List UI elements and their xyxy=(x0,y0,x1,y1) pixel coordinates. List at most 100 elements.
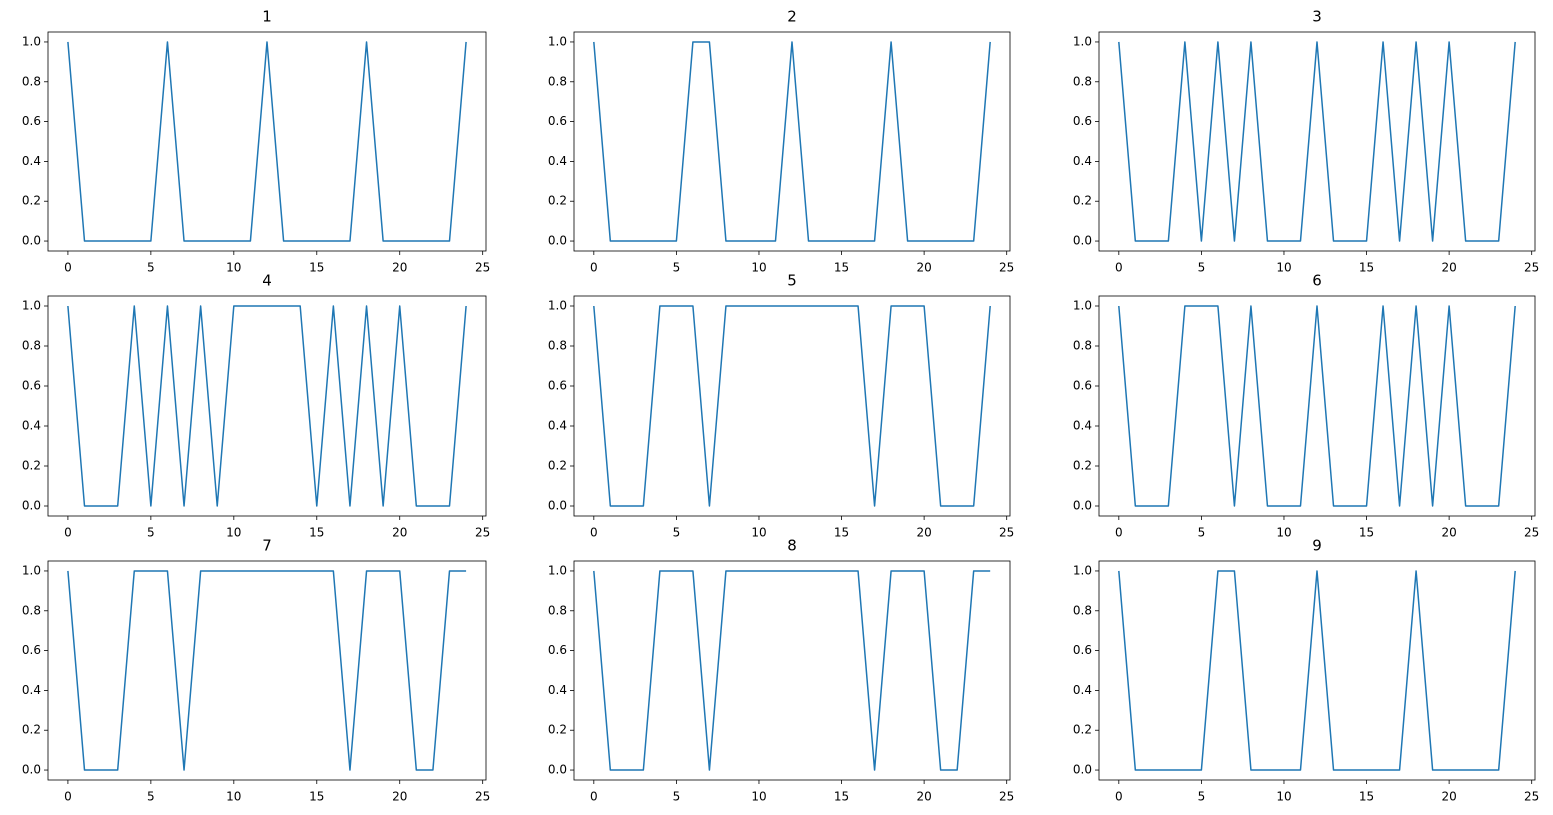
x-tick-label: 0 xyxy=(64,261,72,275)
y-tick-label: 1.0 xyxy=(1073,34,1092,48)
axes-frame xyxy=(47,295,487,517)
title: 3 xyxy=(1312,8,1322,26)
y-tick-label: 0.6 xyxy=(548,379,567,393)
line xyxy=(593,305,991,507)
x-tick-label: 15 xyxy=(309,261,324,275)
y-tick-label: 0.0 xyxy=(548,234,567,248)
x-tick-label: 15 xyxy=(309,526,324,540)
y-tick-label: 0.6 xyxy=(1073,379,1092,393)
y-tick-label: 0.2 xyxy=(1073,723,1092,737)
x-tick-label: 10 xyxy=(751,261,766,275)
title: 4 xyxy=(262,272,272,290)
y-tick-label: 1.0 xyxy=(548,34,567,48)
x-tick-label: 15 xyxy=(309,790,324,804)
axes-frame xyxy=(47,31,487,252)
y-tick-label: 0.2 xyxy=(548,459,567,473)
y-tick-label: 0.4 xyxy=(22,419,41,433)
x-tick-label: 0 xyxy=(64,790,72,804)
y-tick-label: 1.0 xyxy=(1073,299,1092,313)
x-tick-label: 10 xyxy=(1276,526,1291,540)
line xyxy=(1118,41,1516,242)
title: 8 xyxy=(787,537,797,555)
y-tick-label: 1.0 xyxy=(548,299,567,313)
x-tick-label: 25 xyxy=(1524,526,1539,540)
x-tick-label: 0 xyxy=(1115,526,1123,540)
x-tick-label: 20 xyxy=(1441,790,1456,804)
line xyxy=(67,41,467,242)
x-tick-label: 0 xyxy=(1115,261,1123,275)
title: 9 xyxy=(1312,537,1322,555)
y-tick-label: 0.6 xyxy=(22,643,41,657)
x-tick-label: 25 xyxy=(999,790,1014,804)
y-tick-label: 0.0 xyxy=(548,499,567,513)
x-tick-label: 10 xyxy=(226,526,241,540)
y-tick-label: 0.2 xyxy=(22,459,41,473)
line xyxy=(1118,305,1516,507)
y-tick-label: 0.8 xyxy=(22,603,41,617)
y-tick-label: 0.4 xyxy=(1073,683,1092,697)
x-tick-label: 15 xyxy=(834,790,849,804)
axes-frame xyxy=(47,560,487,781)
x-tick-label: 15 xyxy=(1359,526,1374,540)
y-tick-label: 0.6 xyxy=(1073,643,1092,657)
x-tick-label: 5 xyxy=(1198,261,1206,275)
x-tick-label: 25 xyxy=(999,526,1014,540)
x-tick-label: 0 xyxy=(590,526,598,540)
x-tick-label: 5 xyxy=(673,790,681,804)
x-tick-label: 25 xyxy=(475,261,490,275)
y-tick-label: 0.4 xyxy=(22,154,41,168)
x-tick-label: 5 xyxy=(147,790,155,804)
y-tick-label: 0.2 xyxy=(22,194,41,208)
x-tick-label: 25 xyxy=(1524,261,1539,275)
title: 6 xyxy=(1312,272,1322,290)
x-tick-label: 15 xyxy=(1359,790,1374,804)
y-tick-label: 1.0 xyxy=(548,563,567,577)
x-tick-label: 25 xyxy=(1524,790,1539,804)
y-tick-label: 0.6 xyxy=(548,643,567,657)
y-tick-label: 0.0 xyxy=(548,763,567,777)
y-tick-label: 0.0 xyxy=(22,763,41,777)
y-tick-label: 0.8 xyxy=(1073,339,1092,353)
x-tick-label: 10 xyxy=(226,261,241,275)
x-tick-label: 25 xyxy=(475,526,490,540)
x-tick-label: 5 xyxy=(673,261,681,275)
x-tick-label: 5 xyxy=(1198,790,1206,804)
y-tick-label: 0.8 xyxy=(22,74,41,88)
axes-frame xyxy=(573,31,1011,252)
x-tick-label: 0 xyxy=(590,790,598,804)
x-tick-label: 5 xyxy=(147,526,155,540)
x-tick-label: 25 xyxy=(475,790,490,804)
y-tick-label: 0.0 xyxy=(1073,499,1092,513)
y-tick-label: 0.8 xyxy=(1073,74,1092,88)
y-tick-label: 0.4 xyxy=(548,683,567,697)
x-tick-label: 20 xyxy=(916,261,931,275)
y-tick-label: 0.8 xyxy=(548,74,567,88)
title: 7 xyxy=(262,537,272,555)
x-tick-label: 20 xyxy=(916,526,931,540)
axes-frame xyxy=(1098,295,1536,517)
y-tick-label: 0.6 xyxy=(1073,114,1092,128)
y-tick-label: 0.2 xyxy=(1073,194,1092,208)
y-tick-label: 0.4 xyxy=(1073,154,1092,168)
line xyxy=(67,570,467,771)
y-tick-label: 0.8 xyxy=(1073,603,1092,617)
y-tick-label: 0.2 xyxy=(548,194,567,208)
x-tick-label: 10 xyxy=(751,526,766,540)
x-tick-label: 15 xyxy=(1359,261,1374,275)
axes-frame xyxy=(573,295,1011,517)
x-tick-label: 0 xyxy=(590,261,598,275)
x-tick-label: 10 xyxy=(1276,790,1291,804)
x-tick-label: 20 xyxy=(916,790,931,804)
line xyxy=(1118,570,1516,771)
y-tick-label: 1.0 xyxy=(22,299,41,313)
x-tick-label: 10 xyxy=(751,790,766,804)
y-tick-label: 0.6 xyxy=(22,379,41,393)
title: 1 xyxy=(262,8,272,26)
x-tick-label: 0 xyxy=(64,526,72,540)
title: 5 xyxy=(787,272,797,290)
x-tick-label: 20 xyxy=(1441,261,1456,275)
axes-frame xyxy=(1098,31,1536,252)
y-tick-label: 1.0 xyxy=(1073,563,1092,577)
